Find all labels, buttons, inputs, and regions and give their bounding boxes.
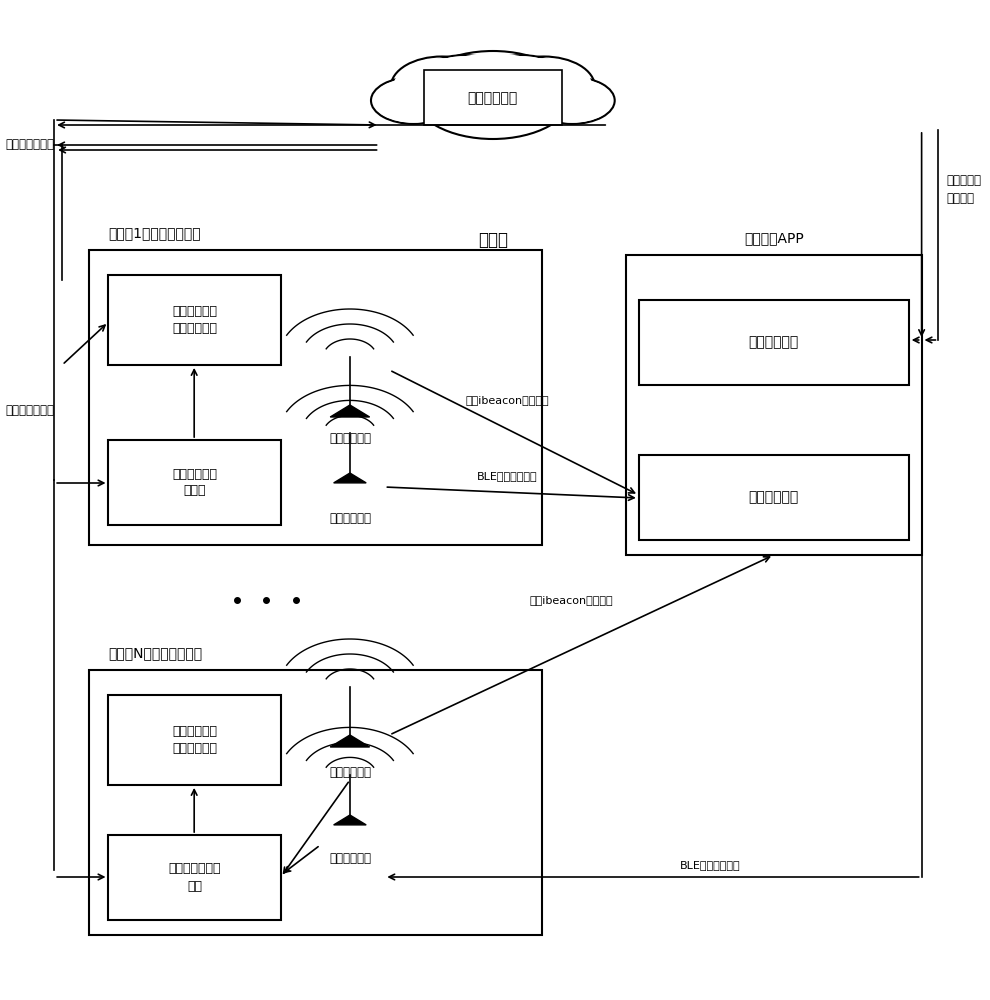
Text: 出入叩1停车场现场系统: 出入叩1停车场现场系统 — [109, 226, 201, 240]
Ellipse shape — [371, 77, 456, 124]
Text: 现场收费系统
（脱机模式）: 现场收费系统 （脱机模式） — [172, 725, 217, 755]
Polygon shape — [331, 405, 369, 417]
Text: BLE连接数据交互: BLE连接数据交互 — [679, 860, 740, 870]
Ellipse shape — [530, 77, 615, 124]
FancyBboxPatch shape — [109, 440, 281, 525]
Ellipse shape — [481, 56, 561, 95]
Text: 出入叩N停车场现场系统: 出入叩N停车场现场系统 — [109, 646, 203, 660]
Text: 云平台: 云平台 — [478, 231, 508, 249]
Ellipse shape — [424, 56, 505, 95]
FancyBboxPatch shape — [109, 695, 281, 785]
Text: 蓝牙ibeacon广播信息: 蓝牙ibeacon广播信息 — [530, 595, 614, 605]
Text: 蓝牙检测模块: 蓝牙检测模块 — [748, 490, 799, 504]
Text: 蓝牙广播设备: 蓝牙广播设备 — [329, 766, 371, 779]
FancyBboxPatch shape — [89, 670, 543, 935]
FancyBboxPatch shape — [626, 255, 922, 555]
FancyBboxPatch shape — [109, 835, 281, 920]
Ellipse shape — [532, 78, 613, 123]
Text: 蓝牙进出场检测
系统: 蓝牙进出场检测 系统 — [168, 862, 221, 892]
Polygon shape — [331, 735, 369, 747]
Ellipse shape — [418, 53, 568, 137]
FancyBboxPatch shape — [424, 70, 562, 125]
FancyBboxPatch shape — [89, 250, 543, 545]
Text: 蓝牙ibeacon广播信息: 蓝牙ibeacon广播信息 — [466, 395, 549, 405]
Ellipse shape — [393, 58, 490, 115]
Text: 蓝牙连接设备: 蓝牙连接设备 — [329, 512, 371, 525]
Ellipse shape — [391, 56, 493, 117]
Text: 停车信息和
缴费信息: 停车信息和 缴费信息 — [946, 174, 981, 206]
Text: 上传进出场记录: 上传进出场记录 — [5, 138, 53, 151]
FancyBboxPatch shape — [639, 300, 909, 385]
Ellipse shape — [495, 58, 592, 115]
FancyBboxPatch shape — [109, 275, 281, 365]
Text: 云端收费系统: 云端收费系统 — [467, 91, 518, 105]
Text: 现场收费系统
（脱机模式）: 现场收费系统 （脱机模式） — [172, 305, 217, 335]
Polygon shape — [334, 815, 366, 825]
Ellipse shape — [479, 55, 563, 96]
Text: 蓝牙连接设备: 蓝牙连接设备 — [329, 852, 371, 865]
Ellipse shape — [373, 78, 453, 123]
Ellipse shape — [422, 55, 507, 96]
Text: BLE连接数据交互: BLE连接数据交互 — [477, 471, 538, 481]
Text: 移动终端APP: 移动终端APP — [743, 231, 804, 245]
Text: 停车业务模块: 停车业务模块 — [748, 336, 799, 350]
Polygon shape — [334, 473, 366, 483]
Ellipse shape — [414, 51, 572, 139]
Text: 蓝牙广播设备: 蓝牙广播设备 — [329, 432, 371, 445]
Text: 蓝牙进出场检
测系统: 蓝牙进出场检 测系统 — [172, 468, 217, 497]
Text: 上传进出场记录: 上传进出场记录 — [5, 403, 53, 416]
Ellipse shape — [493, 56, 595, 117]
FancyBboxPatch shape — [639, 455, 909, 540]
